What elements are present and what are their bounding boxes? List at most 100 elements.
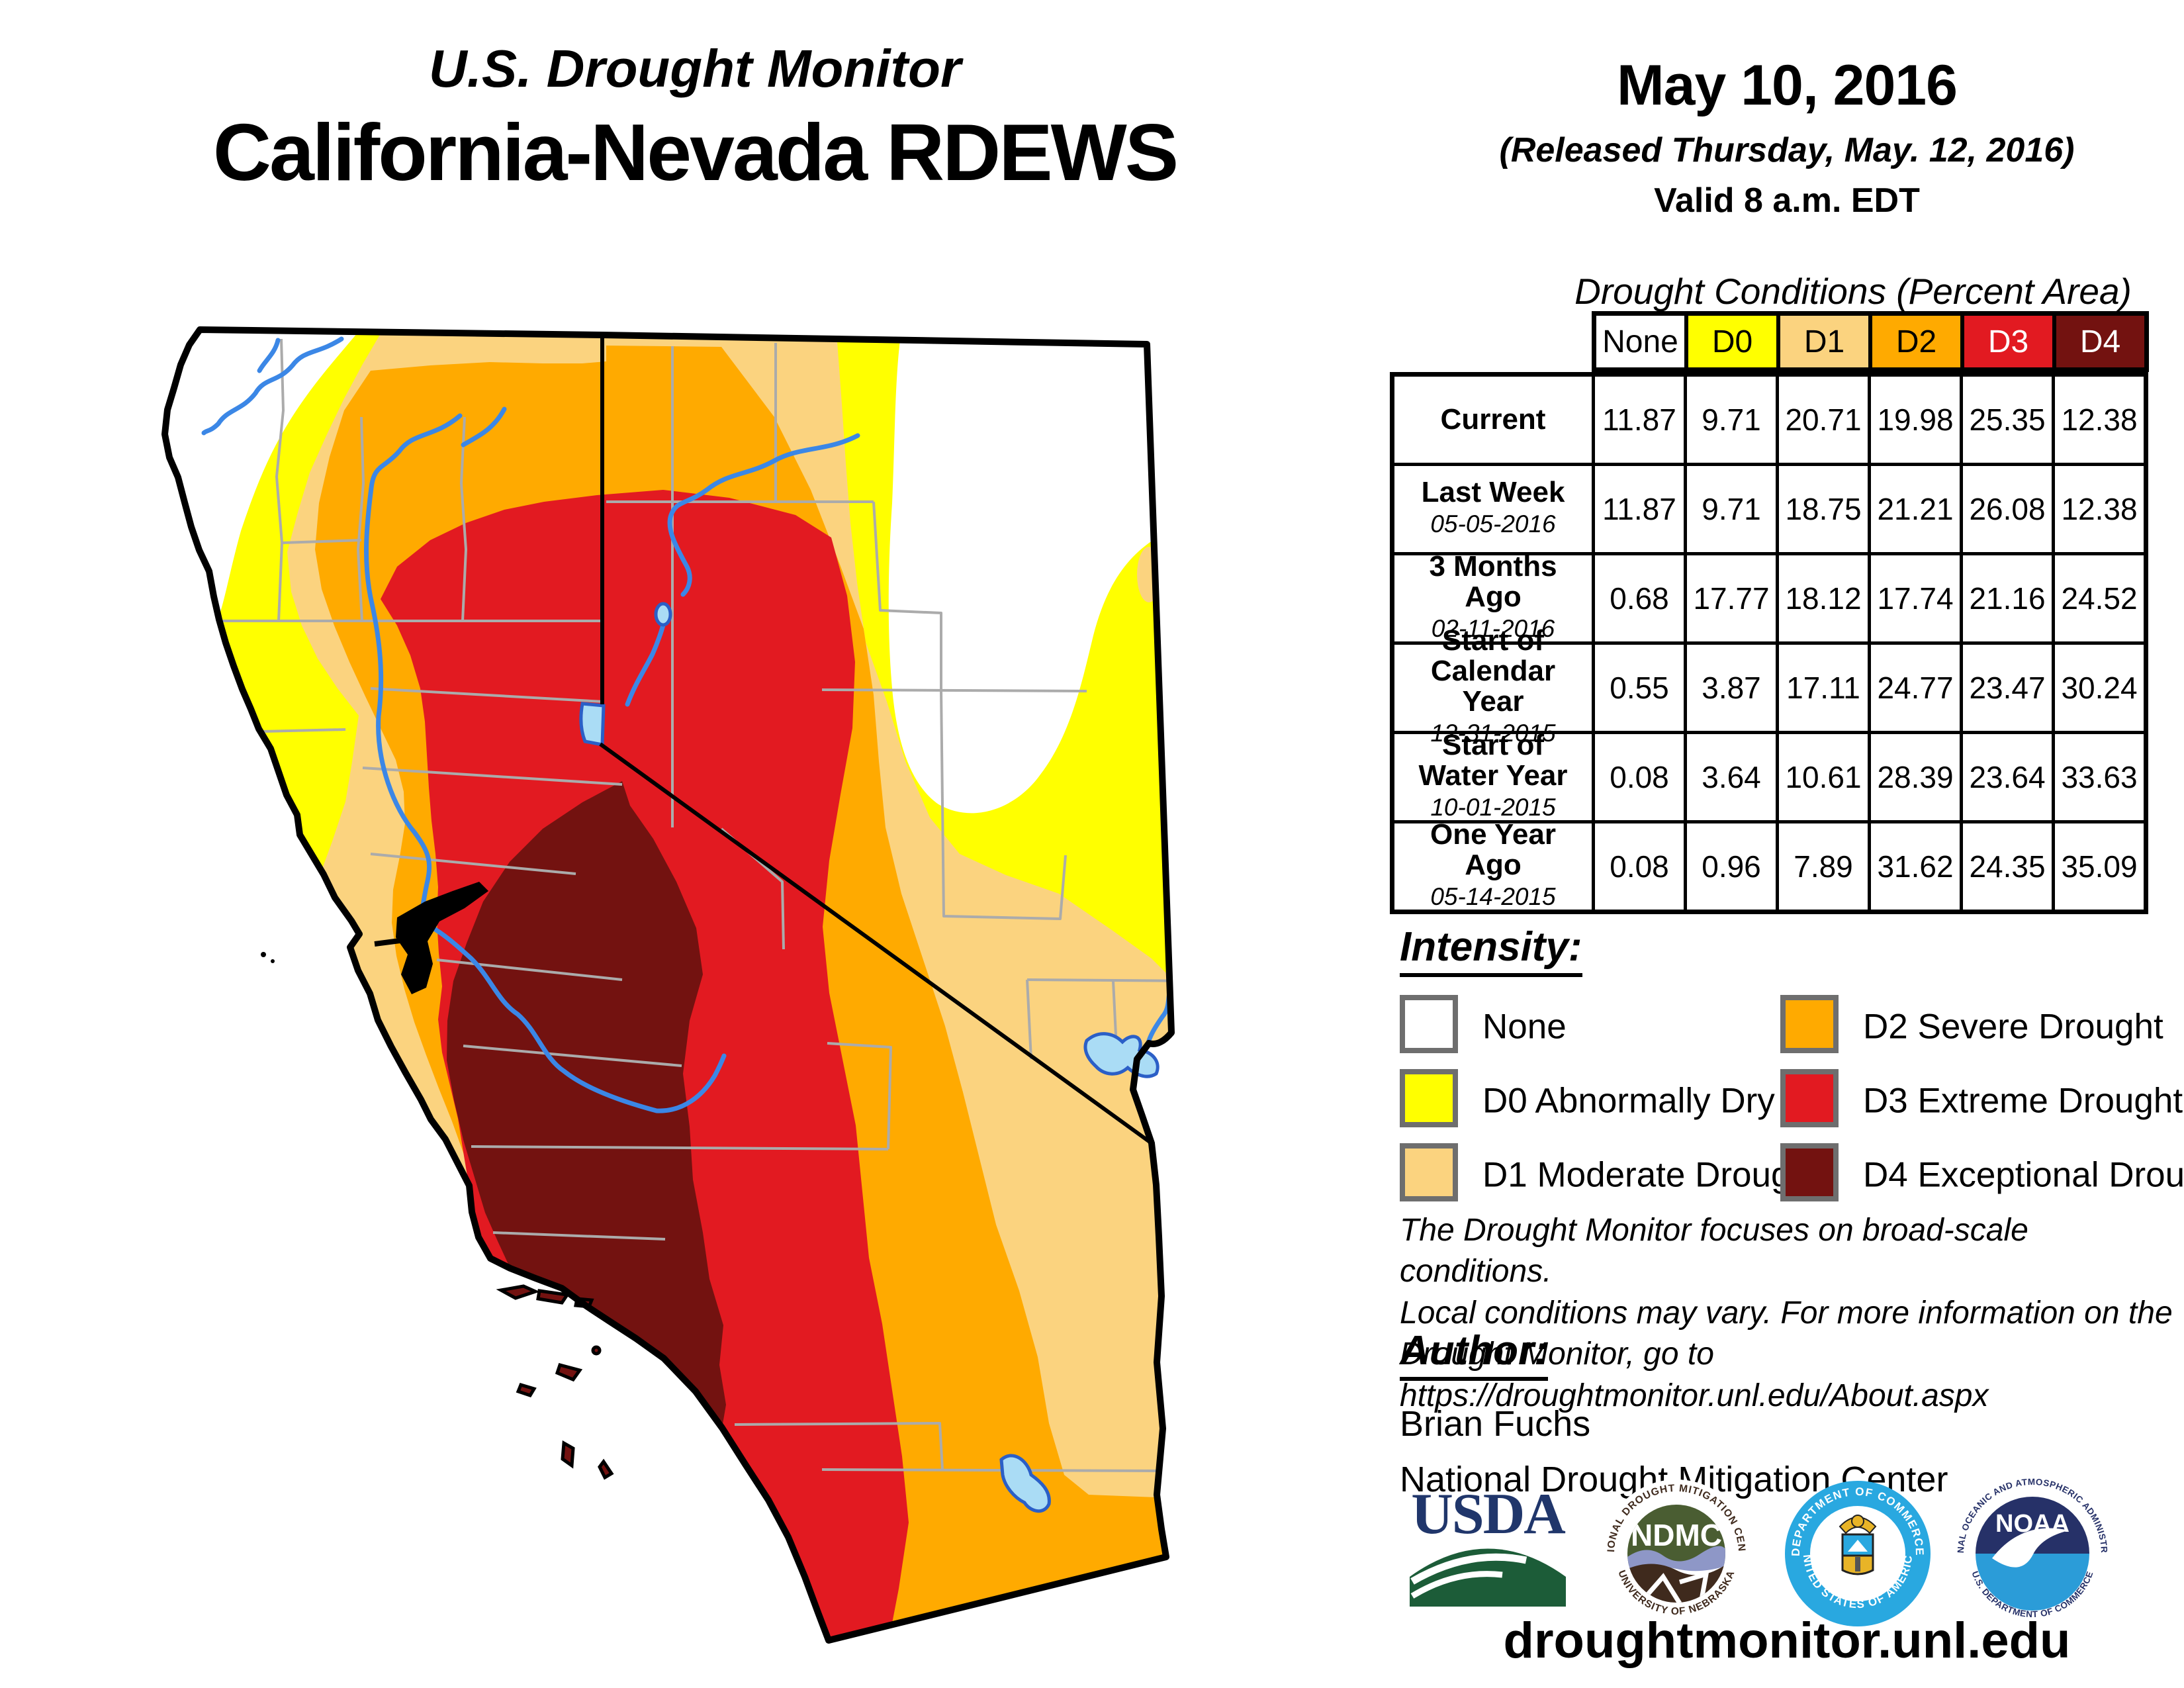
usda-field-icon [1410,1548,1566,1607]
table-value-cell: 20.71 [1776,377,1868,463]
legend-label: D2 Severe Drought [1863,1007,2163,1047]
table-value-cell: 18.12 [1776,552,1868,641]
legend-label: D3 Extreme Drought [1863,1081,2183,1121]
table-value-cell: 17.74 [1868,552,1960,641]
column-header-d1: D1 [1776,316,1868,367]
ndmc-logo-text: NDMC [1631,1518,1722,1552]
san-francisco-bay [396,882,488,994]
report-kicker: U.S. Drought Monitor [428,39,962,98]
legend-swatch [1780,1143,1839,1201]
row-label: Last Week 05-05-2016 [1394,463,1592,549]
map-date: May 10, 2016 [1617,54,1958,117]
disclaimer-line: Drought Monitor, go to https://droughtmo… [1400,1336,1989,1413]
zone-d4-exceptional-drought [447,781,726,1428]
column-header-none: None [1596,316,1684,367]
table-value-cell: 25.35 [1960,377,2052,463]
table-value-cell: 19.98 [1868,377,1960,463]
rivers [201,336,1171,1113]
table-value-cell: 17.11 [1776,641,1868,731]
department-of-commerce-logo: DEPARTMENT OF COMMERCE UNITED STATES OF … [1782,1477,1931,1626]
legend-item-d1: D1 Moderate Drought [1400,1138,1820,1212]
legend-swatch [1780,1069,1839,1127]
legend-column-right: D2 Severe Drought D3 Extreme Drought D4 Ex… [1780,990,2184,1212]
usda-logo-text: USDA [1411,1482,1566,1546]
legend-label: D0 Abnormally Dry [1482,1081,1775,1121]
row-label: Start of Water Year 10-01-2015 [1394,729,1592,820]
truckee-river [625,622,666,707]
salton-sea [999,1454,1051,1513]
table-title: Drought Conditions (Percent Area) [1574,271,2132,312]
table-value-cell: 11.87 [1592,377,1684,463]
ca-nv-border-diagonal [599,742,1153,1145]
row-label: One Year Ago 05-14-2015 [1394,819,1592,910]
table-value-cell: 23.64 [1960,731,2052,820]
table-value-cell: 31.62 [1868,820,1960,910]
table-value-cell: 23.47 [1960,641,2052,731]
table-value-cell: 11.87 [1592,463,1684,552]
table-value-cell: 24.52 [2052,552,2144,641]
row-label: Current [1440,402,1546,436]
author-heading: Author: [1400,1327,1548,1381]
table-value-cell: 9.71 [1684,377,1776,463]
author-name: Brian Fuchs [1400,1404,1591,1444]
table-value-cell: 33.63 [2052,731,2144,820]
table-header-row: None D0 D1 D2 D3 D4 [1592,311,2149,372]
farallon-islands [261,952,266,957]
legend-item-d4: D4 Exceptional Drought [1780,1138,2184,1212]
legend-label: D1 Moderate Drought [1482,1155,1820,1195]
column-header-d0: D0 [1684,316,1776,367]
date-block: May 10, 2016 (Released Thursday, May. 12… [1423,53,2151,220]
klamath-river [201,336,344,436]
table-value-cell: 0.08 [1592,820,1684,910]
website-url: droughtmonitor.unl.edu [1503,1613,2071,1669]
row-label: 3 Months Ago 02-11-2016 [1394,551,1592,641]
legend-label: D4 Exceptional Drought [1863,1155,2184,1195]
legend-item-d3: D3 Extreme Drought [1780,1064,2184,1138]
golden-gate [374,937,406,947]
channel-islands [261,952,614,1480]
row-label: Start of Calendar Year 12-31-2015 [1394,625,1592,746]
legend-item-d2: D2 Severe Drought [1780,990,2184,1064]
legend-label: None [1482,1007,1567,1047]
table-value-cell: 0.96 [1684,820,1776,910]
lake-mead [1083,1032,1160,1078]
table-value-cell: 7.89 [1776,820,1868,910]
table-value-cell: 30.24 [2052,641,2144,731]
intensity-section: Intensity: [1400,923,1582,977]
table-value-cell: 24.77 [1868,641,1960,731]
table-body: Current 11.87 9.71 20.71 19.98 25.35 12.38 Last… [1390,372,2148,914]
legend-column-left: None D0 Abnormally Dry D1 Moderate Drought [1400,990,1820,1212]
humboldt-river [667,433,860,597]
author-section: Author: Brian Fuchs National Drought Mit… [1400,1327,1948,1500]
table-value-cell: 0.68 [1592,552,1684,641]
pyramid-lake [654,602,672,627]
table-value-cell: 26.08 [1960,463,2052,552]
lake-tahoe [579,702,606,747]
ndmc-logo: NDMC NATIONAL DROUGHT MITIGATION CENTER … [1600,1477,1751,1628]
table-value-cell: 18.75 [1776,463,1868,552]
noaa-logo-text: NOAA [1995,1510,2070,1538]
sacramento-river [364,413,463,925]
klamath-branch [257,338,281,373]
table-value-cell: 21.21 [1868,463,1960,552]
legend-swatch [1780,995,1839,1053]
column-header-d4: D4 [2052,316,2144,367]
legend-swatch [1400,995,1458,1053]
pit-river [461,406,507,447]
released-date: (Released Thursday, May. 12, 2016) [1499,131,2075,169]
table-value-cell: 3.64 [1684,731,1776,820]
legend-swatch [1400,1143,1458,1201]
zone-none-nw-california [165,330,357,614]
doc-eagle-shield-icon [1839,1515,1877,1575]
table-value-cell: 0.08 [1592,731,1684,820]
page-title: California-Nevada RDEWS [212,107,1179,197]
column-header-d3: D3 [1960,316,2052,367]
table-value-cell: 3.87 [1684,641,1776,731]
column-header-d2: D2 [1868,316,1960,367]
table-value-cell: 10.61 [1776,731,1868,820]
state-outline [161,326,1175,1644]
intensity-heading: Intensity: [1400,923,1582,977]
table-value-cell: 12.38 [2052,377,2144,463]
